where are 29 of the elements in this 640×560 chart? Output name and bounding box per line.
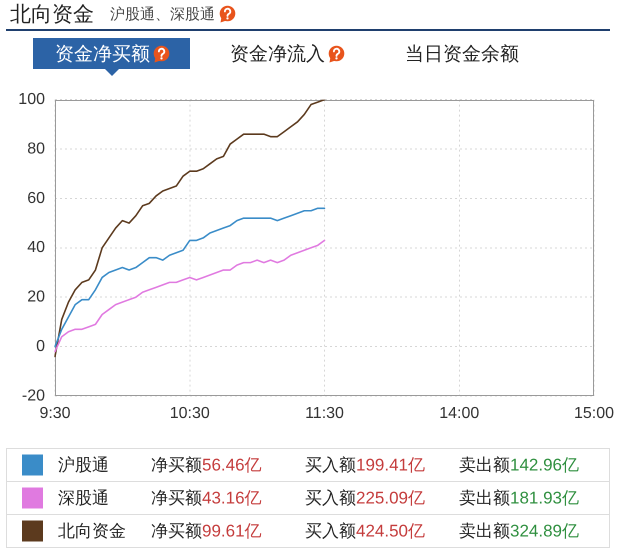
y-tick-label: 100	[18, 91, 46, 108]
x-tick-label: 15:00	[574, 405, 614, 422]
selected-tab[interactable]: 资金净买额	[33, 38, 190, 69]
y-tick-label: 60	[27, 190, 46, 207]
text: 卖出额142.96亿	[459, 456, 579, 474]
text: 净买额43.16亿	[151, 488, 262, 508]
text: 净买额56.46亿	[151, 456, 262, 474]
legend-label: 北向资金	[58, 520, 126, 542]
tab[interactable]: 当日资金余额	[405, 38, 519, 69]
y-tick-label: 40	[27, 239, 46, 256]
text: 净买额99.61亿	[151, 522, 262, 540]
y-tick-label: -20	[22, 387, 46, 404]
text: 买入额199.41亿	[305, 456, 425, 474]
legend-label: 深股通	[58, 488, 109, 510]
chart-title: 北向资金	[10, 2, 94, 28]
text: 卖出额324.89亿	[459, 522, 579, 540]
text: 买入额424.50亿	[305, 522, 425, 540]
y-tick-label: 80	[27, 140, 46, 158]
x-tick-label: 14:00	[439, 405, 480, 422]
text: 买入额225.09亿	[305, 488, 425, 508]
legend-label: 沪股通	[58, 454, 109, 476]
y-tick-label: 0	[36, 338, 46, 356]
y-tick-label: 20	[27, 288, 46, 306]
chart-subtitle: 沪股通、深股通	[110, 4, 215, 24]
x-tick-label: 9:30	[39, 405, 71, 422]
x-tick-label: 11:30	[305, 405, 344, 422]
text: 卖出额181.93亿	[459, 488, 579, 508]
x-tick-label: 10:30	[170, 405, 210, 422]
tab[interactable]: 资金净流入	[230, 38, 345, 69]
